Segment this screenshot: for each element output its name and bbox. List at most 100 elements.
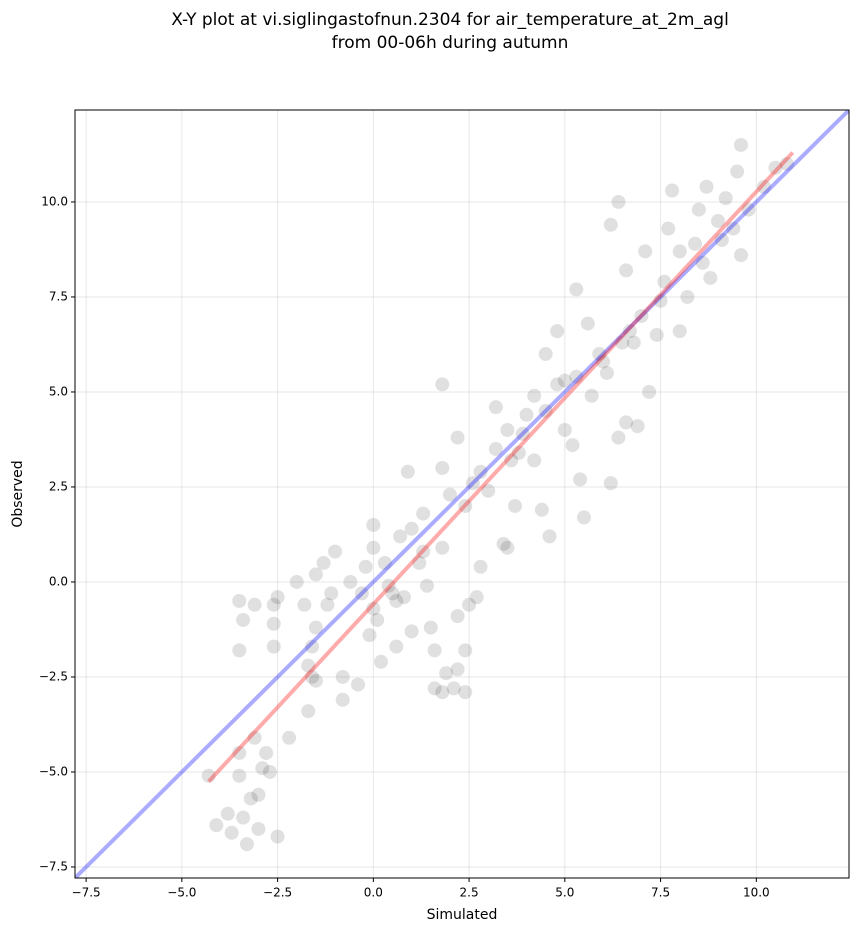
point [527, 453, 542, 468]
point [358, 559, 373, 574]
y-axis-label: Observed [10, 460, 26, 527]
point [270, 590, 285, 605]
point [768, 160, 783, 175]
point [232, 593, 247, 608]
point [236, 810, 251, 825]
point [416, 544, 431, 559]
x-tick-label: 10.0 [743, 886, 770, 900]
point [615, 335, 630, 350]
point [389, 593, 404, 608]
point [266, 616, 281, 631]
point [653, 293, 668, 308]
point [557, 422, 572, 437]
chart-subtitle: from 00-06h during autumn [332, 33, 569, 53]
point [366, 517, 381, 532]
point [270, 829, 285, 844]
point [569, 282, 584, 297]
x-axis-label: Simulated [427, 907, 498, 923]
point [734, 248, 748, 263]
point [756, 179, 771, 194]
point [320, 597, 335, 612]
point [550, 377, 565, 392]
point [232, 768, 247, 783]
point [481, 483, 496, 498]
point [519, 407, 534, 422]
point [469, 590, 484, 605]
point [404, 521, 419, 536]
point [626, 335, 641, 350]
x-tick-label: 0.0 [364, 886, 383, 900]
point [416, 506, 431, 521]
point [335, 692, 350, 707]
point [642, 384, 657, 399]
point [282, 730, 297, 745]
point [427, 681, 442, 696]
point [500, 422, 515, 437]
point [630, 419, 645, 434]
point [201, 768, 216, 783]
point [301, 704, 316, 719]
point [224, 825, 239, 840]
point [661, 221, 676, 236]
point [324, 586, 339, 601]
point [542, 529, 557, 544]
point [458, 685, 473, 700]
point [305, 669, 320, 684]
point [473, 559, 488, 574]
point [412, 555, 427, 570]
point [462, 597, 477, 612]
point [435, 685, 450, 700]
point [232, 643, 247, 658]
point [569, 369, 584, 384]
point [741, 202, 756, 217]
point [247, 730, 262, 745]
chart-title: X-Y plot at vi.siglingastofnun.2304 for … [171, 10, 729, 30]
point [515, 426, 530, 441]
point [603, 217, 618, 232]
point [335, 669, 350, 684]
point [308, 620, 323, 635]
x-tick-label: −5.0 [167, 886, 196, 900]
point [400, 464, 415, 479]
point [366, 540, 381, 555]
point [393, 529, 408, 544]
point [657, 274, 672, 289]
point [538, 403, 553, 418]
point [508, 498, 523, 513]
point [691, 202, 706, 217]
point [236, 612, 251, 627]
point [665, 183, 680, 198]
point [584, 388, 599, 403]
point [297, 597, 312, 612]
point [638, 244, 653, 259]
point [435, 460, 450, 475]
point [308, 673, 323, 688]
point [611, 194, 626, 209]
point [619, 263, 634, 278]
point [377, 555, 392, 570]
point [550, 324, 565, 339]
point [718, 191, 733, 206]
point [734, 137, 748, 152]
point [289, 574, 304, 589]
point [534, 502, 549, 517]
point [439, 666, 454, 681]
point [259, 745, 274, 760]
point [500, 540, 515, 555]
point [580, 316, 595, 331]
point [446, 681, 461, 696]
point [389, 639, 404, 654]
point [366, 601, 381, 616]
y-tick-label: −2.5 [39, 669, 68, 683]
point [450, 662, 465, 677]
point [316, 555, 331, 570]
point [301, 658, 316, 673]
point [511, 445, 526, 460]
point [527, 388, 542, 403]
point [343, 574, 358, 589]
point [634, 308, 649, 323]
point [419, 578, 434, 593]
y-tick-label: −7.5 [39, 859, 68, 873]
fit-line [75, 110, 849, 878]
y-tick-label: 10.0 [41, 194, 68, 208]
